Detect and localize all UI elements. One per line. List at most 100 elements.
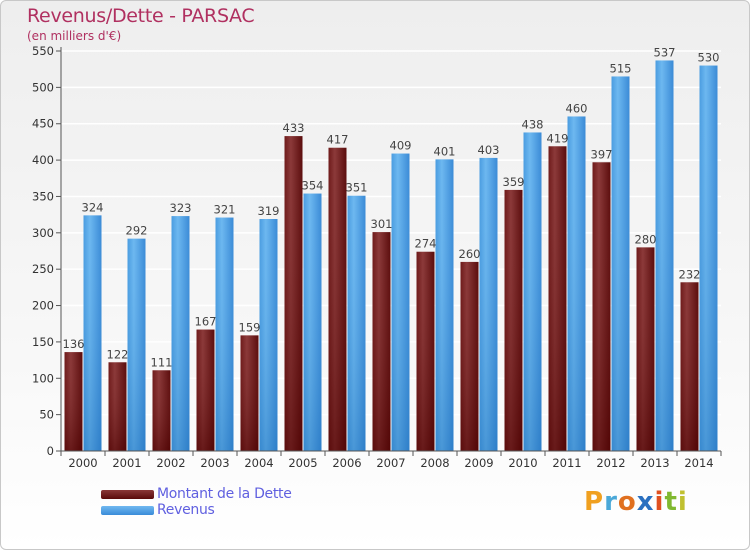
data-label-debt: 301	[371, 217, 393, 231]
bar-revenue-shade	[259, 219, 278, 451]
x-tick-label: 2010	[508, 456, 537, 470]
x-tick-label: 2002	[156, 456, 185, 470]
y-tick-label: 50	[39, 408, 54, 422]
data-label-revenue: 319	[258, 204, 280, 218]
data-label-debt: 419	[547, 131, 569, 145]
data-label-revenue: 403	[478, 143, 500, 157]
y-tick-label: 500	[32, 80, 54, 94]
data-label-debt: 122	[107, 347, 129, 361]
bar-revenue-shade	[611, 76, 630, 452]
x-tick-label: 2009	[464, 456, 493, 470]
bar-debt-shade	[416, 251, 435, 451]
bar-revenue-shade	[391, 153, 410, 451]
data-label-debt: 260	[459, 247, 481, 261]
bar-revenue-shade	[347, 195, 366, 451]
axis-layer: 0 50 100 150 200 250 300 350 400 450 500 550 2000 200…	[32, 44, 722, 470]
logo-letter: t	[664, 487, 678, 517]
y-tick-label: 400	[32, 153, 54, 167]
x-tick-label: 2007	[376, 456, 405, 470]
x-tick-label: 2005	[288, 456, 317, 470]
bar-revenue-shade	[655, 60, 674, 452]
value-labels-layer: 136 324 122 292 111 323 167 321 159 319 433 354 417 3…	[63, 45, 720, 369]
legend-swatch-debt	[101, 490, 154, 499]
y-tick-label: 300	[32, 226, 54, 240]
y-tick-label: 0	[47, 444, 54, 458]
y-tick-label: 200	[32, 299, 54, 313]
data-label-debt: 232	[679, 267, 701, 281]
bar-revenue-shade	[83, 215, 102, 451]
data-label-debt: 417	[327, 133, 349, 147]
data-label-revenue: 321	[214, 203, 236, 217]
data-label-revenue: 401	[434, 144, 456, 158]
logo-letter: i	[654, 487, 665, 517]
bar-revenue-shade	[127, 238, 146, 451]
legend-swatch-revenue	[101, 506, 154, 515]
bar-revenue-shade	[303, 193, 322, 451]
data-label-debt: 167	[195, 315, 217, 329]
bar-revenue-shade	[171, 216, 190, 451]
bar-revenue-shade	[699, 65, 718, 451]
data-label-revenue: 530	[698, 51, 720, 65]
bars-layer	[64, 60, 718, 452]
bar-debt-shade	[680, 282, 699, 451]
data-label-revenue: 354	[302, 179, 324, 193]
data-label-revenue: 515	[610, 61, 632, 75]
data-label-revenue: 460	[566, 101, 588, 115]
chart-subtitle: (en milliers d'€)	[27, 29, 122, 43]
y-tick-label: 250	[32, 262, 54, 276]
bar-revenue-shade	[215, 217, 234, 451]
data-label-debt: 397	[591, 147, 613, 161]
chart-title: Revenus/Dette - PARSAC	[27, 5, 255, 27]
x-tick-label: 2006	[332, 456, 361, 470]
bar-revenue-shade	[479, 157, 498, 451]
data-label-revenue: 351	[346, 181, 368, 195]
bar-debt-shade	[636, 247, 655, 451]
data-label-debt: 274	[415, 237, 437, 251]
logo-letter: r	[604, 487, 618, 517]
y-tick-label: 150	[32, 335, 54, 349]
bar-debt-shade	[64, 352, 83, 451]
data-label-debt: 111	[151, 355, 173, 369]
logo-letter: i	[677, 487, 688, 517]
x-tick-label: 2014	[684, 456, 713, 470]
bar-debt-shade	[240, 335, 259, 451]
bar-debt-shade	[328, 147, 347, 451]
data-label-revenue: 537	[654, 45, 676, 59]
x-tick-label: 2012	[596, 456, 625, 470]
bar-debt-shade	[548, 146, 567, 452]
legend-label-debt: Montant de la Dette	[157, 486, 292, 502]
x-tick-label: 2013	[640, 456, 669, 470]
bar-debt-shade	[592, 162, 611, 452]
x-tick-label: 2000	[68, 456, 97, 470]
data-label-debt: 136	[63, 337, 85, 351]
data-label-debt: 359	[503, 175, 525, 189]
logo-letter: o	[617, 487, 637, 517]
x-tick-label: 2011	[552, 456, 581, 470]
bar-debt-shade	[108, 362, 127, 451]
y-tick-label: 100	[32, 371, 54, 385]
data-label-revenue: 409	[390, 139, 412, 153]
data-label-revenue: 292	[126, 224, 148, 238]
y-tick-label: 450	[32, 117, 54, 131]
bar-debt-shade	[152, 370, 171, 451]
bar-debt-shade	[372, 232, 391, 451]
data-label-revenue: 323	[170, 201, 192, 215]
bar-revenue-shade	[523, 132, 542, 452]
data-label-debt: 433	[283, 121, 305, 135]
x-tick-label: 2001	[112, 456, 141, 470]
y-tick-label: 550	[32, 44, 54, 58]
x-tick-label: 2003	[200, 456, 229, 470]
logo-letter: P	[584, 487, 605, 517]
x-tick-label: 2004	[244, 456, 273, 470]
data-label-revenue: 438	[522, 117, 544, 131]
bar-debt-shade	[460, 261, 479, 451]
proxiti-logo[interactable]: Proxiti	[584, 487, 688, 517]
legend-label-revenue: Revenus	[157, 502, 215, 518]
y-tick-label: 350	[32, 189, 54, 203]
data-label-revenue: 324	[82, 200, 104, 214]
data-label-debt: 159	[239, 320, 261, 334]
bar-debt-shade	[504, 189, 523, 451]
bar-debt-shade	[196, 329, 215, 451]
